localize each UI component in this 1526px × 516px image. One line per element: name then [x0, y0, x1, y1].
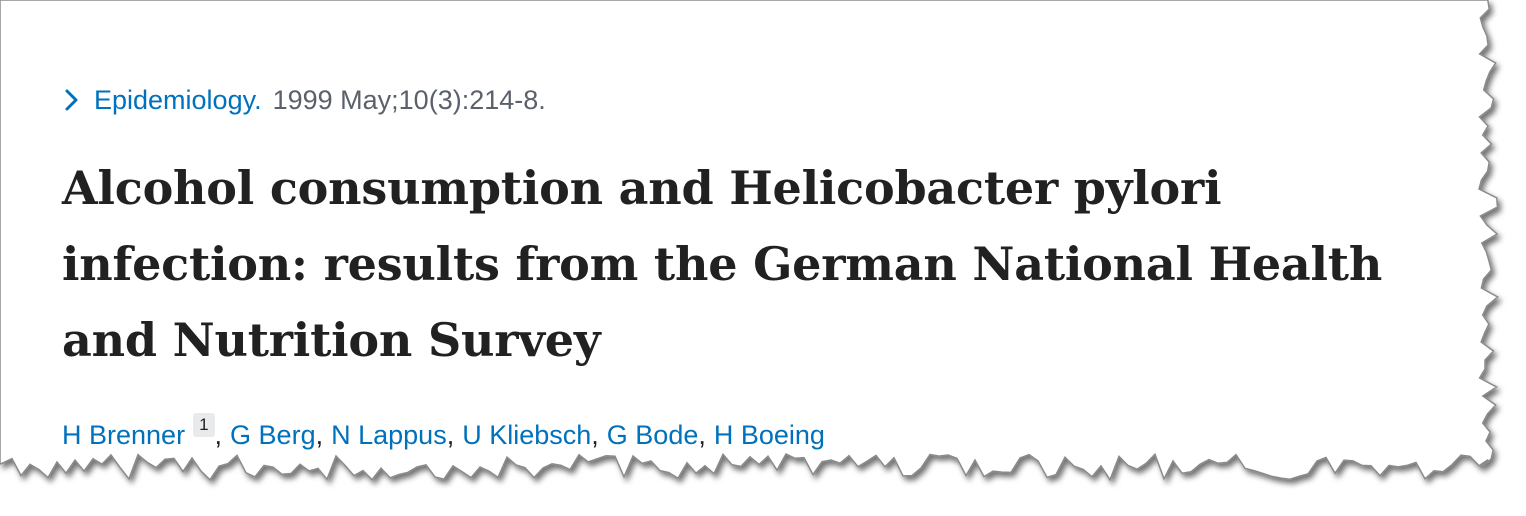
author-link[interactable]: G Bode	[606, 420, 699, 450]
article-title: Alcohol consumption and Helicobacter pyl…	[62, 161, 1383, 367]
author-separator: ,	[591, 420, 599, 450]
chevron-right-icon[interactable]	[62, 78, 86, 122]
author-separator: ,	[446, 420, 455, 450]
author-separator: ,	[214, 420, 223, 450]
publication-date: 1999 May;10(3):214-8.	[272, 85, 546, 115]
author-link[interactable]: H Brenner	[62, 420, 186, 450]
author-link[interactable]: U Kliebsch	[462, 420, 592, 450]
authors-list: H Brenner 1 , G Berg , N Lappus , U Klie…	[62, 413, 1482, 454]
author-separator: ,	[315, 420, 324, 450]
journal-link[interactable]: Epidemiology.	[94, 85, 262, 115]
article-header: Epidemiology. 1999 May;10(3):214-8. Alco…	[62, 78, 1482, 454]
citation-line: Epidemiology. 1999 May;10(3):214-8.	[62, 78, 1482, 122]
author-link[interactable]: G Berg	[230, 420, 316, 450]
author-separator: ,	[698, 420, 706, 450]
author-link[interactable]: N Lappus	[331, 420, 447, 450]
affiliation-marker[interactable]: 1	[193, 413, 215, 437]
author-link[interactable]: H Boeing	[713, 420, 825, 450]
